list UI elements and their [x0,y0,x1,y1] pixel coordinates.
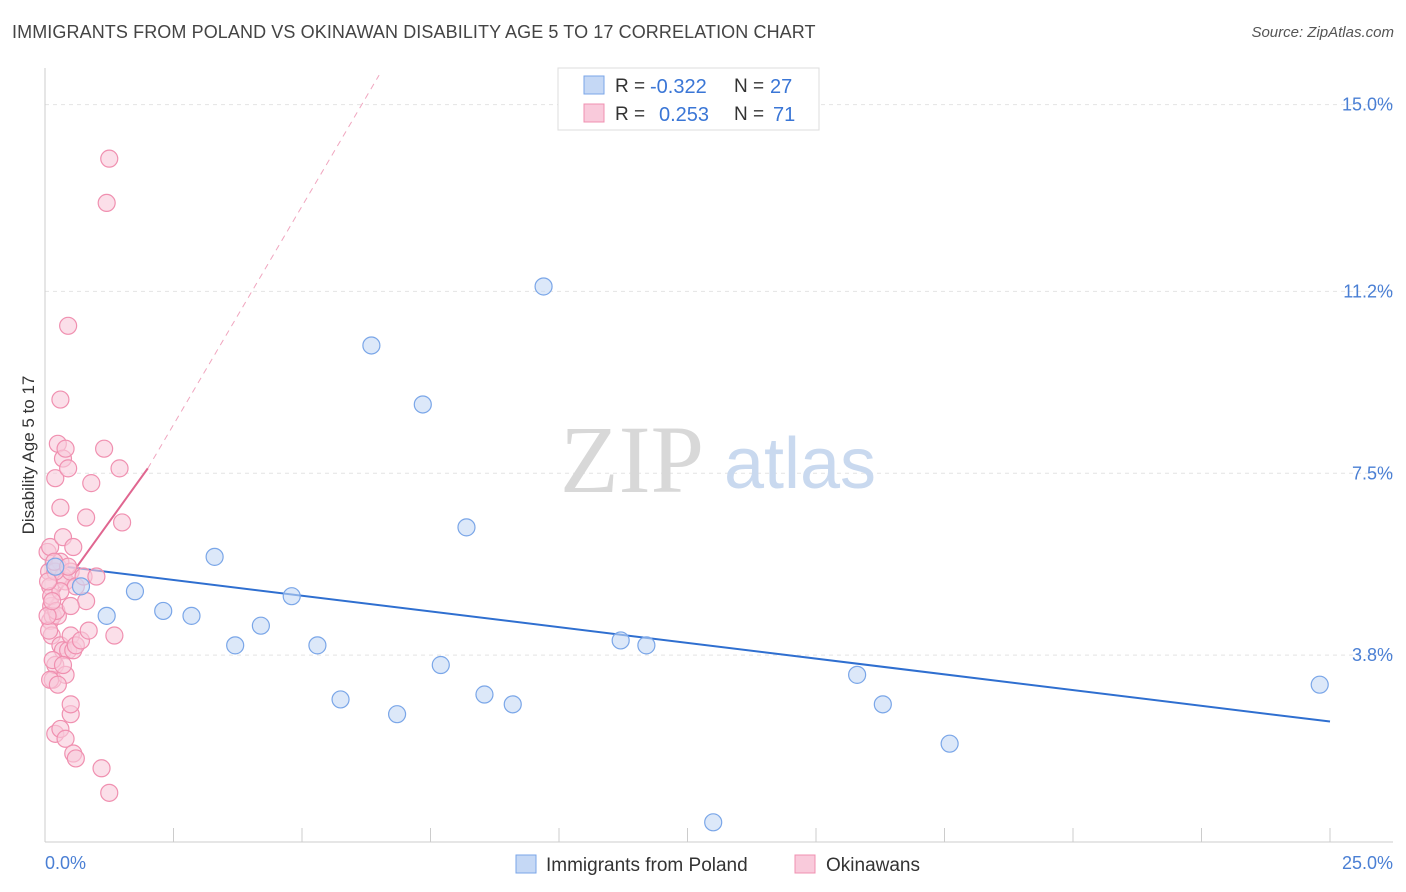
tick-labels: 3.8% 7.5% 11.2% 15.0% 0.0% 25.0% [45,95,1393,873]
y-axis-label: Disability Age 5 to 17 [19,376,38,535]
point-okinawans-39 [95,439,114,458]
point-poland-11 [331,690,350,709]
bottom-legend-label-poland: Immigrants from Poland [546,855,748,876]
point-poland-17 [475,685,494,704]
point-okinawans-23 [64,537,83,557]
point-okinawans-17 [56,439,75,458]
point-poland-15 [431,655,450,675]
bottom-legend-swatch-poland [515,854,537,874]
point-poland-26 [1310,675,1329,694]
point-poland-24 [873,695,892,714]
point-okinawans-41 [112,513,132,532]
point-poland-22 [704,813,723,832]
legend-swatch-poland [583,75,605,95]
point-okinawans-19 [51,498,70,517]
point-okinawans-37 [79,621,98,640]
point-poland-8 [251,616,270,635]
point-okinawans-13 [46,469,65,488]
y-tick-label-2: 11.2% [1343,281,1393,301]
point-poland-10 [308,636,327,655]
point-poland-18 [503,695,522,714]
point-poland-23 [848,665,867,684]
watermark-atlas: atlas [724,424,876,504]
point-poland-9 [282,587,301,606]
point-okinawans-54 [100,149,119,168]
point-okinawans-46 [56,729,75,748]
axes [44,68,1393,843]
point-poland-6 [205,547,224,566]
trend-lines [44,74,1331,723]
point-poland-4 [154,601,173,621]
legend-n-label-1: N = [734,104,764,125]
grid-lines [45,104,1395,656]
point-poland-20 [611,631,630,650]
trend-line-poland [44,563,1331,723]
point-poland-12 [362,336,381,355]
point-okinawans-67 [38,572,58,591]
point-poland-16 [457,518,476,537]
point-poland-0 [46,557,65,576]
data-points [38,149,1329,832]
point-poland-2 [97,606,116,625]
point-okinawans-48 [61,695,80,714]
point-okinawans-69 [53,655,73,675]
point-okinawans-53 [97,193,116,213]
x-tick-label-min: 0.0% [45,853,86,873]
point-okinawans-50 [66,749,85,768]
point-okinawans-43 [105,626,124,645]
legend-n-value-1: 71 [773,104,795,126]
point-okinawans-38 [82,474,101,493]
point-okinawans-55 [59,316,78,335]
point-okinawans-15 [51,390,70,409]
correlation-legend: R = -0.322 N = 27 R = 0.253 N = 71 [557,67,820,131]
source-credit: Source: ZipAtlas.com [1251,24,1394,41]
series-legend: Immigrants from Poland Okinawans [515,854,920,876]
point-poland-7 [226,636,245,655]
legend-n-label-0: N = [734,76,764,97]
x-tick-label-max: 25.0% [1342,853,1393,873]
legend-r-value-1: 0.253 [659,104,709,126]
legend-swatch-okinawans [583,103,605,123]
trend-extension-okinawans [147,74,380,469]
chart-title: IMMIGRANTS FROM POLAND VS OKINAWAN DISAB… [12,22,816,42]
point-okinawans-18 [59,459,78,478]
point-poland-19 [534,277,553,296]
point-okinawans-68 [43,592,62,611]
legend-n-value-0: 27 [770,76,792,98]
point-poland-5 [182,606,201,625]
bottom-legend-label-okinawans: Okinawans [826,855,920,876]
point-okinawans-40 [87,567,106,586]
point-okinawans-42 [110,459,129,478]
point-poland-14 [413,395,432,414]
point-poland-3 [125,582,145,601]
point-okinawans-51 [92,759,111,778]
bottom-legend-swatch-okinawans [794,854,816,874]
point-poland-25 [940,734,959,753]
legend-r-value-0: -0.322 [650,76,707,98]
point-poland-21 [637,636,656,655]
y-tick-label-1: 7.5% [1352,463,1393,483]
y-tick-label-3: 15.0% [1342,95,1393,115]
point-okinawans-35 [77,508,96,527]
point-okinawans-59 [48,675,67,694]
point-poland-1 [71,577,91,596]
legend-r-label-0: R = [615,76,645,97]
point-okinawans-70 [61,596,80,616]
y-tick-label-0: 3.8% [1352,645,1393,665]
point-okinawans-52 [100,783,119,802]
legend-r-label-1: R = [615,104,645,125]
watermark-zip: ZIP [560,406,704,513]
point-poland-13 [387,705,407,724]
